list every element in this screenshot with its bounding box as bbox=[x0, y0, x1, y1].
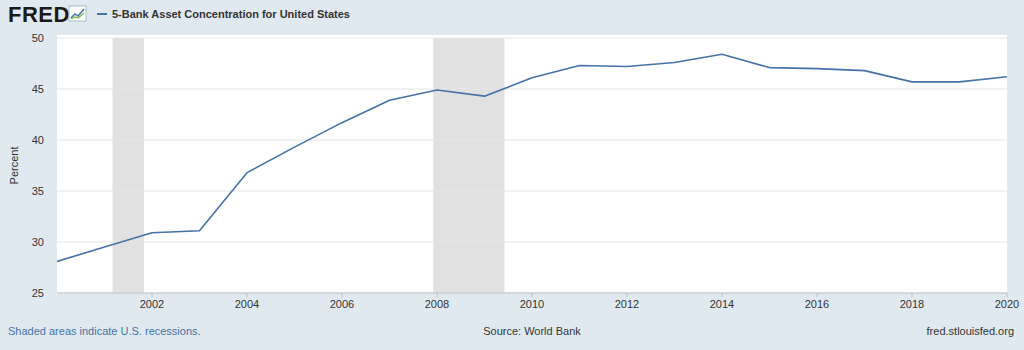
y-tick-label: 50 bbox=[32, 32, 44, 44]
x-tick-label: 2002 bbox=[140, 298, 164, 310]
plot-area bbox=[57, 35, 1007, 293]
x-tick bbox=[247, 293, 248, 297]
logo-icon-line bbox=[71, 9, 84, 18]
y-tick-label: 45 bbox=[32, 83, 44, 95]
grid-line bbox=[57, 293, 1007, 294]
grid-line bbox=[57, 38, 1007, 39]
logo-icon-box bbox=[69, 6, 86, 21]
x-tick-label: 2020 bbox=[995, 298, 1019, 310]
x-tick-label: 2014 bbox=[710, 298, 734, 310]
x-tick-label: 2004 bbox=[235, 298, 259, 310]
x-tick-label: 2012 bbox=[615, 298, 639, 310]
logo-icon-line bbox=[71, 13, 84, 19]
x-tick bbox=[722, 293, 723, 297]
grid-line bbox=[57, 191, 1007, 192]
logo-icon bbox=[69, 6, 86, 21]
legend-swatch bbox=[97, 13, 107, 15]
y-tick-label: 35 bbox=[32, 185, 44, 197]
source: Source: World Bank bbox=[483, 325, 581, 337]
y-tick-label: 25 bbox=[32, 287, 44, 299]
logo: FRED bbox=[8, 2, 70, 27]
x-tick bbox=[627, 293, 628, 297]
series-line bbox=[57, 54, 1007, 261]
grid-line bbox=[57, 242, 1007, 243]
y-axis-label: Percent bbox=[8, 147, 20, 185]
grid-line bbox=[57, 89, 1007, 90]
x-axis bbox=[57, 293, 1007, 294]
x-tick-label: 2006 bbox=[330, 298, 354, 310]
series-group bbox=[57, 54, 1007, 261]
x-tick-label: 2016 bbox=[805, 298, 829, 310]
recession-band bbox=[433, 38, 504, 293]
x-tick bbox=[152, 293, 153, 297]
x-tick bbox=[912, 293, 913, 297]
recession-band bbox=[113, 38, 144, 293]
y-tick-label: 40 bbox=[32, 134, 44, 146]
grid-line bbox=[57, 140, 1007, 141]
legend-label: 5-Bank Asset Concentration for United St… bbox=[112, 8, 350, 20]
site: fred.stlouisfed.org bbox=[927, 325, 1014, 337]
chart: 25 30 35 40 45 50 2002 2004 2006 2008 2010 2012 2014… bbox=[0, 0, 1024, 350]
y-tick-label: 30 bbox=[32, 236, 44, 248]
x-tick-label: 2010 bbox=[520, 298, 544, 310]
note: Shaded areas indicate U.S. recessions. bbox=[8, 325, 201, 337]
x-tick bbox=[817, 293, 818, 297]
x-tick bbox=[437, 293, 438, 297]
x-tick bbox=[342, 293, 343, 297]
x-tick-label: 2018 bbox=[900, 298, 924, 310]
recessions bbox=[113, 38, 505, 293]
x-tick bbox=[1007, 293, 1008, 297]
x-tick-label: 2008 bbox=[425, 298, 449, 310]
x-tick bbox=[532, 293, 533, 297]
